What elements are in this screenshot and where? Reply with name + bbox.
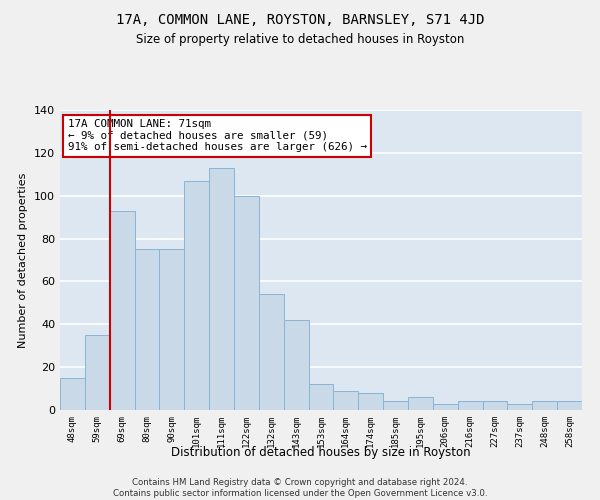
Bar: [408, 397, 433, 410]
Bar: [482, 402, 508, 410]
Bar: [358, 393, 383, 410]
Text: Contains HM Land Registry data © Crown copyright and database right 2024.
Contai: Contains HM Land Registry data © Crown c…: [113, 478, 487, 498]
Bar: [259, 294, 284, 410]
Bar: [532, 402, 557, 410]
Bar: [184, 180, 209, 410]
Text: Size of property relative to detached houses in Royston: Size of property relative to detached ho…: [136, 32, 464, 46]
Text: Distribution of detached houses by size in Royston: Distribution of detached houses by size …: [171, 446, 471, 459]
Bar: [334, 390, 358, 410]
Bar: [508, 404, 532, 410]
Bar: [110, 210, 134, 410]
Bar: [433, 404, 458, 410]
Y-axis label: Number of detached properties: Number of detached properties: [19, 172, 28, 348]
Bar: [308, 384, 334, 410]
Bar: [160, 250, 184, 410]
Bar: [234, 196, 259, 410]
Bar: [134, 250, 160, 410]
Bar: [85, 335, 110, 410]
Text: 17A COMMON LANE: 71sqm
← 9% of detached houses are smaller (59)
91% of semi-deta: 17A COMMON LANE: 71sqm ← 9% of detached …: [68, 119, 367, 152]
Bar: [383, 402, 408, 410]
Bar: [209, 168, 234, 410]
Bar: [284, 320, 308, 410]
Bar: [557, 402, 582, 410]
Bar: [458, 402, 482, 410]
Bar: [60, 378, 85, 410]
Text: 17A, COMMON LANE, ROYSTON, BARNSLEY, S71 4JD: 17A, COMMON LANE, ROYSTON, BARNSLEY, S71…: [116, 12, 484, 26]
